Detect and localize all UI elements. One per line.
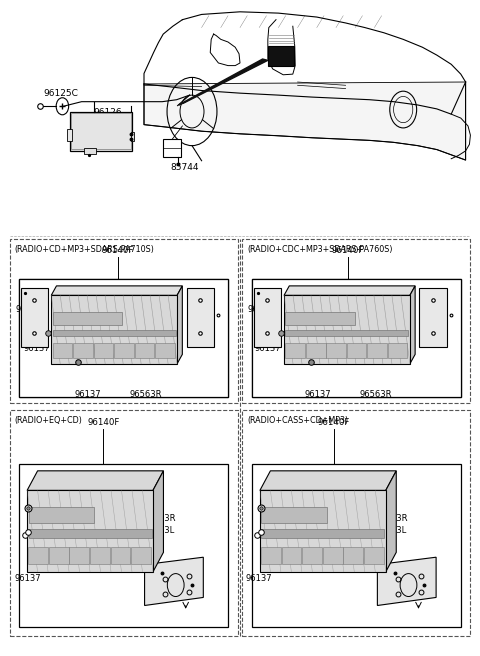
Text: 96125C: 96125C: [43, 89, 78, 98]
Bar: [252, 279, 461, 397]
Text: 96140F: 96140F: [317, 418, 350, 427]
Bar: [71, 113, 131, 149]
Bar: [53, 329, 176, 337]
Polygon shape: [377, 557, 436, 605]
Bar: [53, 312, 122, 325]
Text: 96563L: 96563L: [375, 525, 407, 535]
Text: 96165D: 96165D: [349, 286, 383, 295]
Text: 96137: 96137: [23, 344, 49, 354]
Bar: [344, 547, 363, 564]
Bar: [261, 529, 384, 538]
Polygon shape: [27, 471, 164, 491]
Bar: [111, 547, 131, 564]
Text: 96140F: 96140F: [87, 418, 120, 427]
Bar: [323, 547, 343, 564]
Text: (RADIO+CDC+MP3+SDARS-PA760S): (RADIO+CDC+MP3+SDARS-PA760S): [247, 245, 393, 255]
Text: 96563L: 96563L: [16, 305, 47, 314]
Bar: [268, 46, 294, 66]
Text: (RADIO+CASS+CD+MP3): (RADIO+CASS+CD+MP3): [247, 416, 348, 425]
Text: 96137: 96137: [74, 390, 101, 399]
Bar: [19, 279, 228, 397]
Text: 96145C: 96145C: [96, 480, 129, 488]
Bar: [284, 295, 410, 364]
Bar: [28, 506, 94, 523]
Polygon shape: [179, 59, 268, 105]
Bar: [364, 547, 384, 564]
Bar: [242, 410, 470, 636]
Bar: [132, 547, 151, 564]
Text: 96100S: 96100S: [117, 286, 148, 295]
Bar: [286, 343, 305, 358]
Polygon shape: [144, 557, 204, 605]
Polygon shape: [260, 471, 396, 491]
Bar: [73, 343, 93, 358]
Bar: [28, 547, 48, 564]
Bar: [70, 547, 89, 564]
Bar: [261, 547, 281, 564]
Polygon shape: [410, 286, 415, 364]
Bar: [19, 464, 228, 627]
Bar: [90, 547, 110, 564]
Bar: [28, 529, 152, 538]
Text: 96563R: 96563R: [375, 514, 408, 523]
Bar: [27, 491, 153, 572]
Bar: [260, 491, 386, 572]
Bar: [252, 279, 461, 397]
Text: 96126: 96126: [94, 108, 122, 117]
Bar: [53, 343, 72, 358]
Bar: [10, 239, 238, 403]
Bar: [282, 547, 301, 564]
Polygon shape: [51, 286, 182, 295]
Bar: [131, 132, 134, 141]
Polygon shape: [177, 286, 182, 364]
Bar: [19, 279, 228, 397]
Text: 96145C: 96145C: [329, 480, 361, 488]
Text: 96140F: 96140F: [332, 246, 364, 255]
Bar: [347, 343, 367, 358]
Bar: [326, 343, 346, 358]
Bar: [49, 547, 69, 564]
Bar: [51, 295, 177, 364]
Bar: [94, 343, 113, 358]
Text: 96137: 96137: [246, 574, 272, 583]
Bar: [388, 343, 408, 358]
Text: 96563L: 96563L: [247, 305, 278, 314]
Text: 96563R: 96563R: [144, 514, 177, 523]
Bar: [70, 112, 132, 151]
Polygon shape: [284, 286, 415, 295]
Bar: [135, 343, 154, 358]
Bar: [302, 547, 322, 564]
Bar: [306, 343, 325, 358]
Text: 96563L: 96563L: [144, 525, 175, 535]
Text: 96140F: 96140F: [101, 246, 134, 255]
Polygon shape: [144, 82, 466, 160]
Bar: [21, 288, 48, 347]
Bar: [10, 410, 238, 636]
Bar: [252, 464, 461, 627]
Bar: [261, 506, 327, 523]
Bar: [286, 329, 408, 337]
Polygon shape: [153, 471, 164, 572]
Bar: [155, 343, 175, 358]
Text: 96137: 96137: [14, 574, 41, 583]
Bar: [163, 139, 181, 157]
Text: 96137: 96137: [254, 344, 281, 354]
Text: 85744: 85744: [170, 163, 199, 172]
Bar: [84, 148, 96, 154]
Text: (RADIO+CD+MP3+SDARS-PA710S): (RADIO+CD+MP3+SDARS-PA710S): [14, 245, 154, 255]
Text: 96563R: 96563R: [130, 390, 162, 399]
Bar: [368, 343, 387, 358]
Polygon shape: [386, 471, 396, 572]
Bar: [114, 343, 134, 358]
Text: 96125D: 96125D: [329, 496, 362, 504]
Text: 96137: 96137: [305, 390, 331, 399]
Bar: [253, 288, 281, 347]
Bar: [67, 129, 72, 141]
Bar: [242, 239, 470, 403]
Bar: [187, 288, 214, 347]
Bar: [420, 288, 446, 347]
Text: 96563R: 96563R: [360, 390, 393, 399]
Text: (RADIO+EQ+CD): (RADIO+EQ+CD): [14, 416, 82, 425]
Bar: [286, 312, 355, 325]
